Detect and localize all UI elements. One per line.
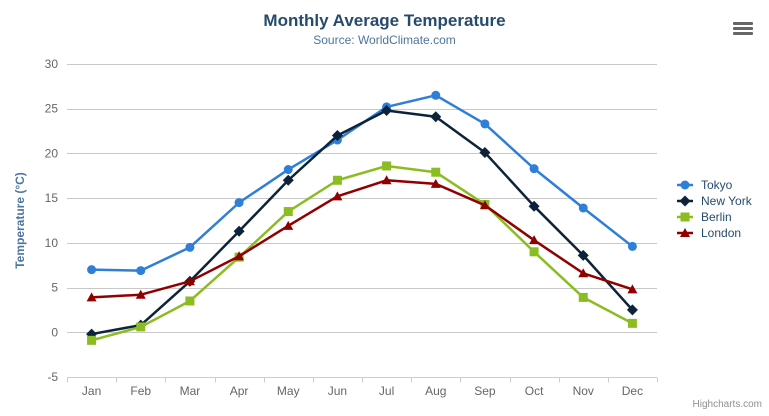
data-point-new-york[interactable] (528, 200, 540, 212)
x-axis-label: Oct (525, 384, 544, 398)
x-axis-label: Nov (573, 384, 594, 398)
data-point-london[interactable] (529, 235, 540, 245)
legend-item-new-york[interactable]: New York (676, 193, 752, 209)
x-axis-label: Dec (622, 384, 643, 398)
data-point-new-york[interactable] (626, 304, 638, 316)
hamburger-icon (733, 22, 753, 35)
data-point-tokyo[interactable] (87, 265, 97, 275)
series-line-london[interactable] (90, 179, 634, 299)
data-point-london[interactable] (184, 276, 195, 286)
credits-link[interactable]: Highcharts.com (692, 399, 762, 410)
chart-title: Monthly Average Temperature (263, 11, 506, 30)
legend-marker-symbol[interactable] (680, 212, 690, 222)
data-point-london[interactable] (283, 220, 294, 230)
x-axis-label: Aug (425, 384, 446, 398)
data-point-tokyo[interactable] (283, 165, 293, 175)
x-axis-label: May (277, 384, 300, 398)
y-axis-label: 5 (51, 281, 58, 295)
x-axis-label: Jan (82, 384, 101, 398)
legend-item-london[interactable]: London (676, 225, 752, 241)
x-axis-label: Jul (379, 384, 394, 398)
data-point-new-york[interactable] (381, 105, 393, 117)
chart-subtitle: Source: WorldClimate.com (313, 33, 456, 47)
y-axis-label: 15 (45, 191, 59, 205)
legend-label: Tokyo (701, 178, 733, 192)
data-point-new-york[interactable] (282, 174, 294, 186)
series-line-new-york[interactable] (90, 109, 634, 336)
data-point-tokyo[interactable] (431, 90, 441, 100)
data-point-new-york[interactable] (233, 225, 245, 237)
legend-marker-circle-icon (677, 180, 693, 190)
y-axis-label: 25 (45, 102, 59, 116)
data-point-london[interactable] (234, 251, 245, 261)
y-axis-title: Temperature (°C) (13, 172, 27, 269)
data-point-london[interactable] (86, 292, 97, 302)
y-axis-label: 20 (45, 146, 59, 160)
data-point-new-york[interactable] (479, 147, 491, 159)
data-point-london[interactable] (479, 200, 490, 210)
data-point-berlin[interactable] (382, 161, 392, 171)
data-point-new-york[interactable] (430, 111, 442, 123)
data-point-london[interactable] (381, 175, 392, 185)
data-point-tokyo[interactable] (136, 266, 146, 276)
x-axis-label: Mar (180, 384, 201, 398)
data-point-london[interactable] (627, 284, 638, 294)
legend-marker-symbol[interactable] (679, 195, 691, 207)
legend-marker-diamond-icon (677, 195, 693, 207)
series-tokyo (87, 90, 637, 276)
export-menu-button[interactable] (731, 20, 755, 37)
x-axis-label: Apr (230, 384, 249, 398)
x-axis-label: Feb (130, 384, 151, 398)
legend-item-tokyo[interactable]: Tokyo (676, 177, 752, 193)
data-point-berlin[interactable] (283, 207, 293, 217)
legend-item-berlin[interactable]: Berlin (676, 209, 752, 225)
y-axis-label: 10 (45, 236, 59, 250)
data-point-berlin[interactable] (87, 335, 97, 345)
legend-marker-triangle-icon (677, 228, 693, 237)
data-point-tokyo[interactable] (185, 242, 195, 252)
series-london (86, 175, 638, 302)
y-axis-label: -5 (47, 370, 58, 384)
data-point-tokyo[interactable] (578, 203, 588, 213)
data-point-tokyo[interactable] (529, 164, 539, 174)
data-point-berlin[interactable] (136, 322, 146, 332)
data-point-berlin[interactable] (529, 247, 539, 257)
legend-marker-symbol[interactable] (680, 228, 690, 237)
x-axis-label: Sep (474, 384, 496, 398)
legend-marker-symbol[interactable] (680, 180, 690, 190)
x-axis-label: Jun (328, 384, 347, 398)
legend-label: London (701, 226, 742, 240)
legend-marker-square-icon (677, 212, 693, 222)
data-point-new-york[interactable] (577, 249, 589, 261)
data-point-tokyo[interactable] (627, 241, 637, 251)
data-point-tokyo[interactable] (234, 198, 244, 208)
y-axis-label: 30 (45, 57, 59, 71)
y-axis-label: 0 (51, 325, 58, 339)
data-point-london[interactable] (578, 268, 589, 278)
data-point-london[interactable] (430, 178, 441, 188)
series-line-tokyo[interactable] (90, 94, 634, 272)
legend-label: New York (701, 194, 752, 208)
series-line-berlin[interactable] (90, 164, 634, 342)
data-point-berlin[interactable] (578, 292, 588, 302)
data-point-london[interactable] (135, 289, 146, 299)
data-point-new-york[interactable] (331, 130, 343, 142)
data-point-tokyo[interactable] (480, 119, 490, 129)
series-new-york (86, 105, 638, 340)
data-point-london[interactable] (332, 191, 343, 201)
data-point-berlin[interactable] (431, 167, 441, 177)
data-point-berlin[interactable] (627, 318, 637, 328)
data-point-berlin[interactable] (185, 296, 195, 306)
data-point-berlin[interactable] (332, 175, 342, 185)
legend-label: Berlin (701, 210, 732, 224)
legend: Tokyo New York Berlin London (676, 177, 752, 241)
